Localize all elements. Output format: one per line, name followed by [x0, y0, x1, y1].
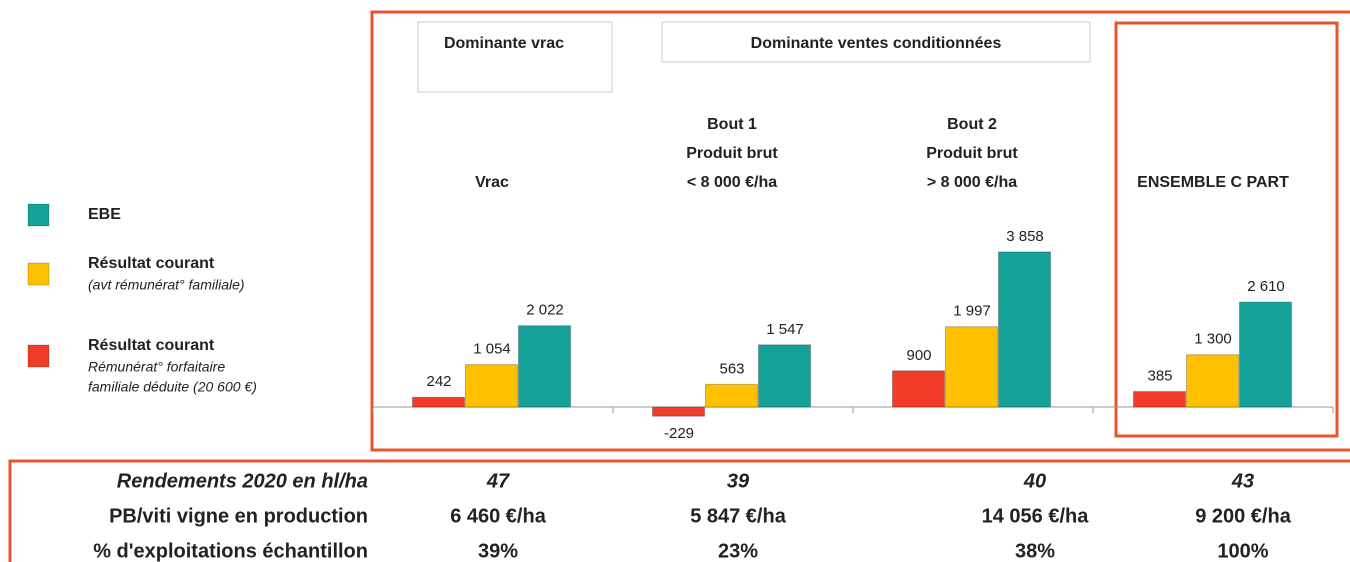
bar — [1239, 301, 1292, 408]
row-value: 47 — [486, 470, 510, 492]
value-label: -229 — [664, 425, 694, 442]
row-label: PB/viti vigne en production — [109, 505, 368, 527]
bar — [998, 251, 1051, 408]
header-box — [661, 21, 1091, 63]
category-label: Bout 1 — [707, 116, 757, 133]
row-value: 39 — [727, 470, 750, 492]
category-label: ENSEMBLE C PART — [1137, 174, 1289, 191]
bar — [465, 364, 518, 408]
row-value: 5 847 €/ha — [690, 505, 787, 527]
row-value: 43 — [1231, 470, 1254, 492]
bar — [412, 396, 465, 408]
bar — [945, 326, 998, 408]
legend-swatch — [27, 203, 50, 227]
category-label: < 8 000 €/ha — [687, 174, 777, 191]
legend-note: (avt rémunérat° familiale) — [88, 277, 245, 293]
row-label: % d'exploitations échantillon — [93, 540, 368, 562]
legend-note: familiale déduite (20 600 €) — [88, 379, 257, 395]
bar — [518, 325, 571, 408]
value-label: 242 — [426, 373, 451, 390]
category-label: Bout 2 — [947, 116, 997, 133]
row-value: 9 200 €/ha — [1195, 505, 1292, 527]
value-label: 1 547 — [766, 321, 804, 338]
bar — [1133, 391, 1186, 408]
bar — [652, 406, 705, 417]
total-frame — [1114, 21, 1339, 438]
row-value: 40 — [1023, 470, 1046, 492]
legend-label: Résultat courant — [88, 255, 215, 272]
row-value: 23% — [718, 540, 758, 562]
bar — [1186, 354, 1239, 408]
value-label: 900 — [906, 347, 931, 364]
legend-label: EBE — [88, 206, 121, 223]
category-label: > 8 000 €/ha — [927, 174, 1017, 191]
header: Dominante vrac — [444, 35, 564, 52]
value-label: 1 300 — [1194, 331, 1232, 348]
category-label: Produit brut — [926, 145, 1018, 162]
header-box — [417, 21, 613, 93]
table-frame — [8, 459, 1350, 562]
bar — [705, 383, 758, 408]
legend-label: Résultat courant — [88, 337, 215, 354]
legend-swatch — [27, 344, 50, 368]
row-value: 39% — [478, 540, 518, 562]
row-label: Rendements 2020 en hl/ha — [117, 470, 368, 492]
row-value: 14 056 €/ha — [982, 505, 1090, 527]
header: Dominante ventes conditionnées — [751, 35, 1002, 52]
chart-frame — [370, 10, 1350, 452]
value-label: 3 858 — [1006, 228, 1044, 245]
value-label: 563 — [719, 360, 744, 377]
value-label: 2 610 — [1247, 278, 1285, 295]
value-label: 385 — [1147, 367, 1172, 384]
bar — [758, 344, 811, 408]
row-value: 100% — [1217, 540, 1268, 562]
value-label: 1 997 — [953, 303, 991, 320]
row-value: 38% — [1015, 540, 1055, 562]
legend-swatch — [27, 262, 50, 286]
bar — [892, 370, 945, 408]
row-value: 6 460 €/ha — [450, 505, 547, 527]
category-label: Vrac — [475, 174, 509, 191]
category-label: Produit brut — [686, 145, 778, 162]
value-label: 1 054 — [473, 341, 511, 358]
legend-note: Rémunérat° forfaitaire — [88, 359, 225, 375]
value-label: 2 022 — [526, 302, 564, 319]
